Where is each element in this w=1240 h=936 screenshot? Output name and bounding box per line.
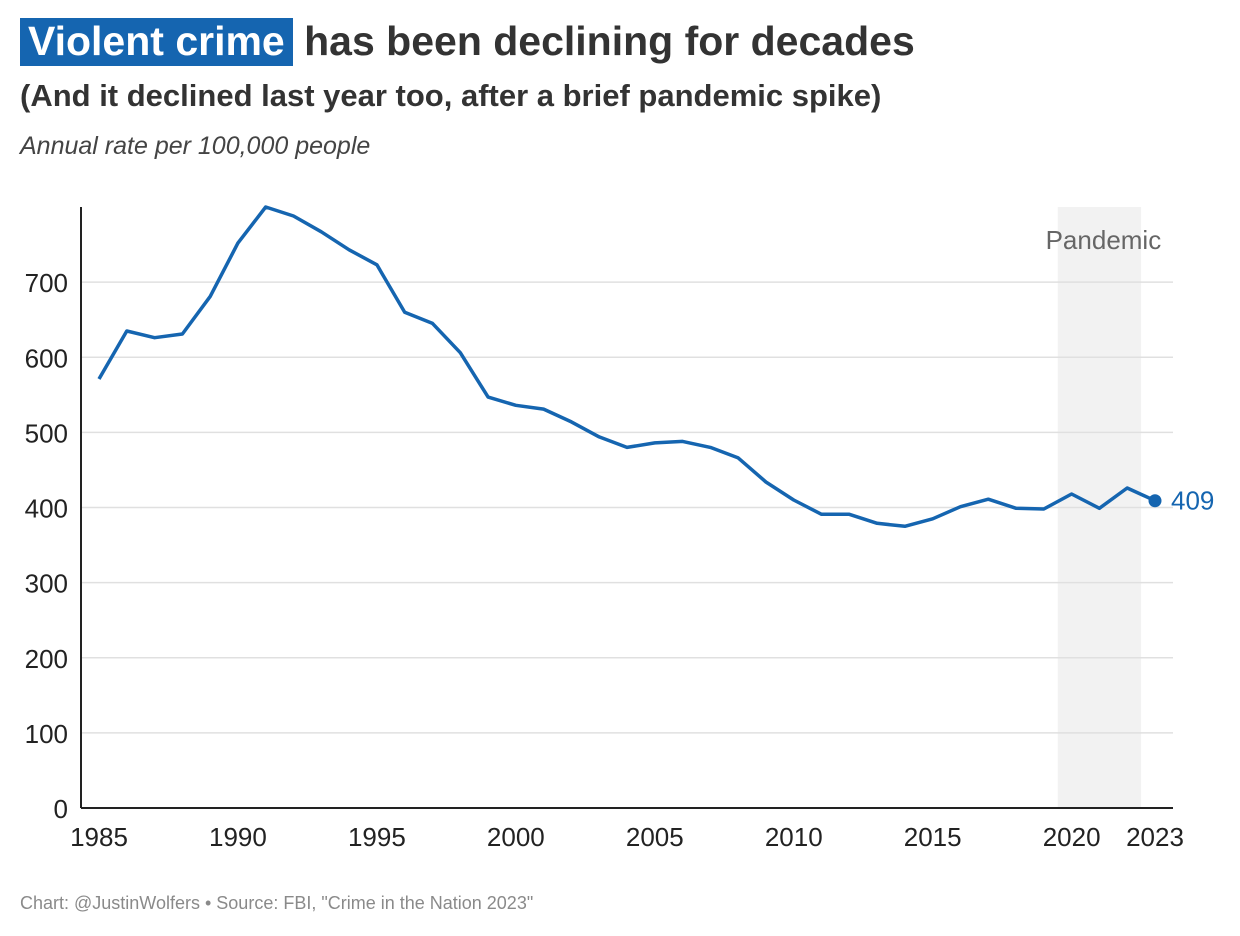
- y-tick-label: 600: [25, 343, 68, 373]
- end-value-label: 409: [1171, 486, 1214, 516]
- x-tick-label: 1990: [209, 822, 267, 852]
- x-tick-label: 1985: [70, 822, 128, 852]
- x-tick-label: 1995: [348, 822, 406, 852]
- chart-title: Violent crime has been declining for dec…: [20, 18, 915, 66]
- pandemic-label: Pandemic: [1046, 225, 1162, 255]
- x-tick-label: 2023: [1126, 822, 1184, 852]
- x-tick-label: 2010: [765, 822, 823, 852]
- y-axis-note: Annual rate per 100,000 people: [20, 132, 371, 160]
- x-tick-label: 2005: [626, 822, 684, 852]
- y-tick-label: 400: [25, 494, 68, 524]
- series-line-violent-crime: [97, 205, 1156, 529]
- x-tick-label: 2020: [1043, 822, 1101, 852]
- title-highlight: Violent crime: [20, 18, 293, 66]
- y-tick-label: 700: [25, 268, 68, 298]
- y-tick-label: 500: [25, 418, 68, 448]
- title-rest: has been declining for decades: [292, 18, 915, 64]
- y-tick-label: 200: [25, 644, 68, 674]
- source-footer: Chart: @JustinWolfers • Source: FBI, "Cr…: [20, 893, 534, 913]
- y-tick-label: 100: [25, 719, 68, 749]
- x-tick-label: 2000: [487, 822, 545, 852]
- chart-subtitle: (And it declined last year too, after a …: [20, 78, 882, 113]
- y-tick-label: 0: [54, 794, 68, 824]
- x-tick-label: 2015: [904, 822, 962, 852]
- end-point-marker: [1148, 494, 1162, 508]
- y-tick-label: 300: [25, 569, 68, 599]
